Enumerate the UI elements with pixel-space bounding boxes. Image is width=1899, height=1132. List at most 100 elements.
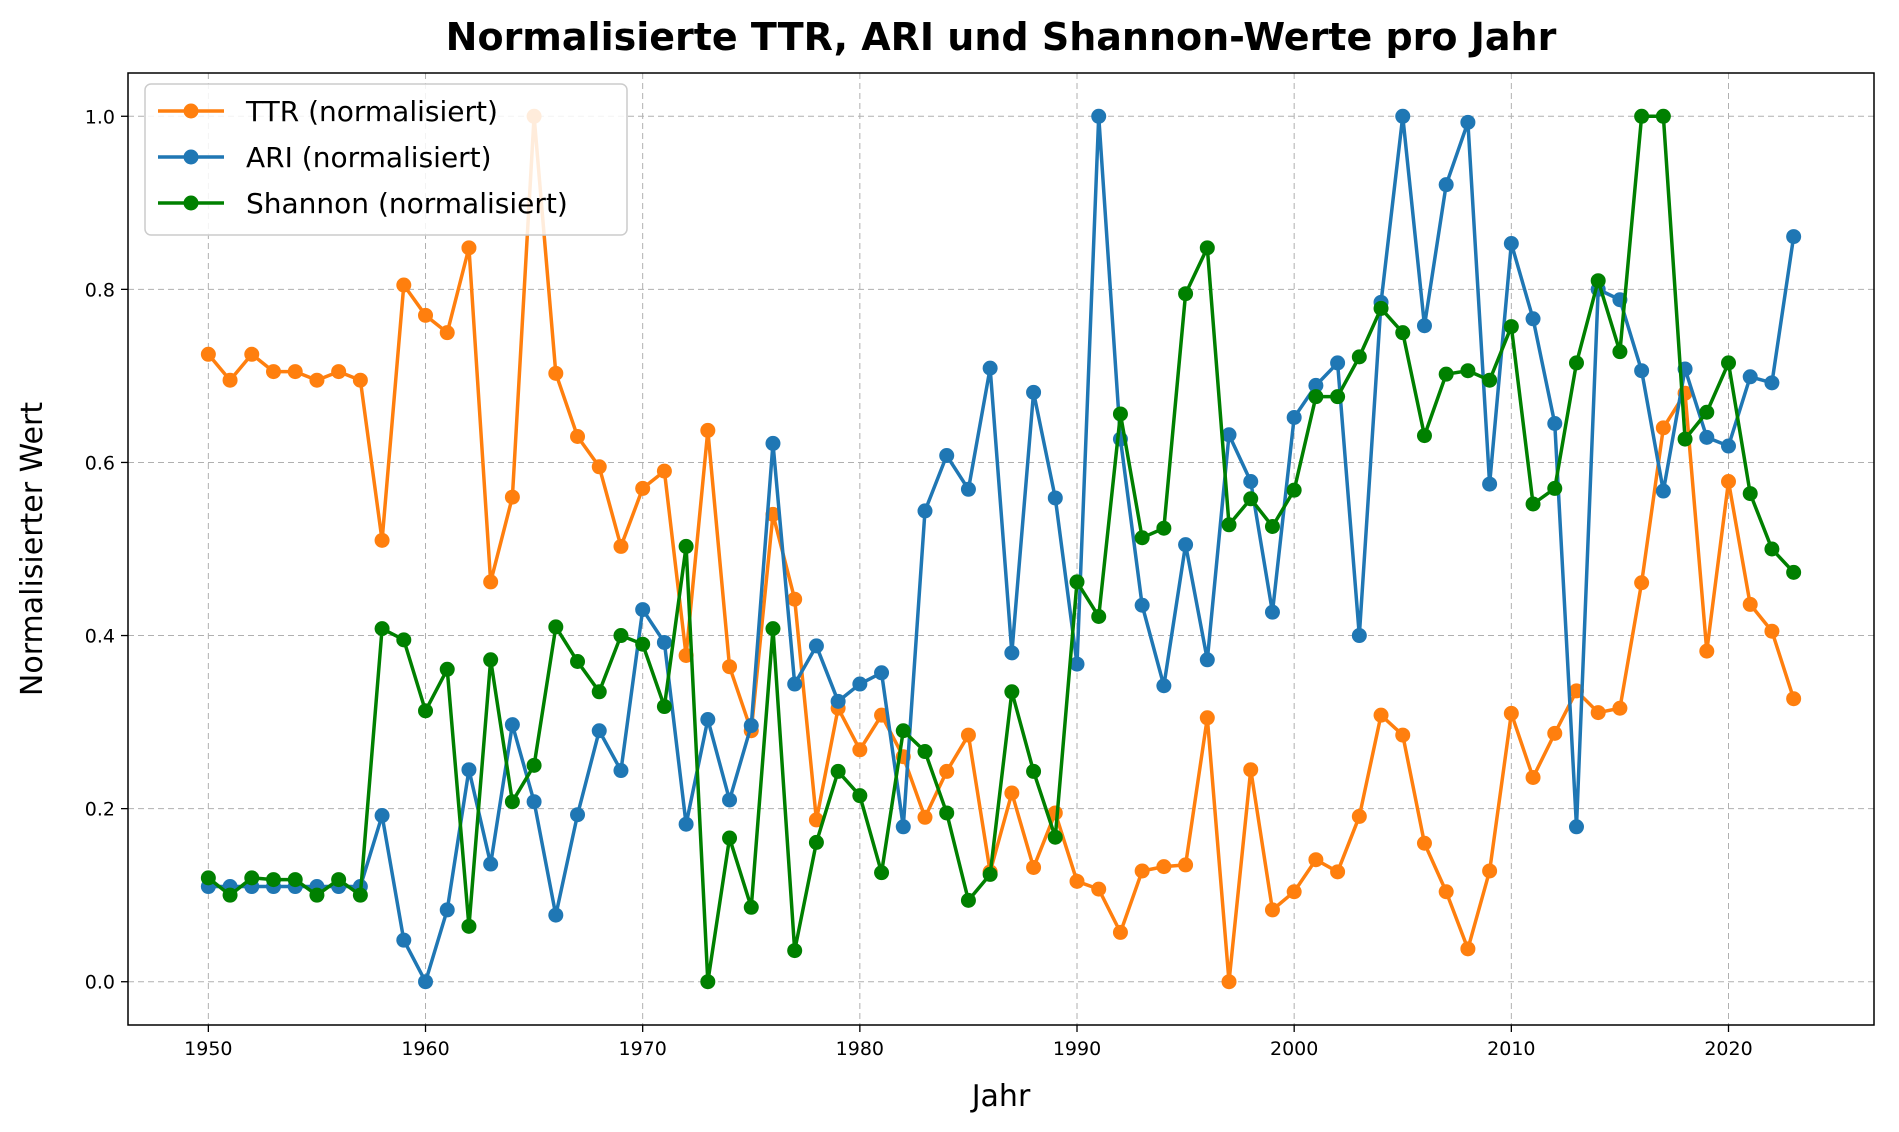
data-point — [1742, 369, 1758, 385]
data-point — [309, 887, 325, 903]
data-point — [808, 638, 824, 654]
data-point — [960, 892, 976, 908]
data-point — [1699, 643, 1715, 659]
data-point — [461, 918, 477, 934]
data-point — [939, 448, 955, 464]
data-point — [1590, 273, 1606, 289]
series-3 — [200, 108, 1802, 990]
data-point — [982, 360, 998, 376]
plot-frame — [127, 72, 1875, 1026]
series-line — [207, 114, 1795, 984]
data-point — [700, 974, 716, 990]
data-point — [700, 422, 716, 438]
data-point — [982, 866, 998, 882]
data-point — [1199, 710, 1215, 726]
data-point — [1721, 355, 1736, 371]
data-point — [266, 872, 281, 888]
data-point — [374, 621, 390, 637]
data-point — [787, 943, 803, 959]
data-point — [526, 757, 542, 773]
data-point — [1243, 762, 1259, 778]
data-point — [439, 325, 455, 341]
data-point — [1091, 108, 1107, 124]
data-point — [1721, 473, 1736, 489]
data-point — [1178, 857, 1194, 873]
data-point — [1503, 705, 1519, 721]
data-point — [1330, 355, 1346, 371]
x-axis-title: Jahr — [970, 1079, 1031, 1114]
data-point — [1525, 311, 1541, 327]
data-point — [591, 684, 607, 700]
data-point — [504, 717, 520, 733]
data-point — [1590, 705, 1606, 721]
data-point — [570, 654, 586, 670]
axis-ticks: 1950 1960 1970 1980 1990 2000 2010 2020 0.0 0.2 0.… — [85, 106, 1753, 1060]
data-point — [1699, 404, 1715, 420]
data-point — [1004, 684, 1020, 700]
data-point — [1330, 389, 1346, 405]
data-point — [1178, 286, 1194, 302]
data-point — [1264, 604, 1280, 620]
x-tick-label: 2000 — [1270, 1038, 1318, 1060]
data-point — [700, 711, 716, 727]
data-point — [939, 805, 955, 821]
data-point — [1503, 319, 1519, 335]
data-point — [309, 372, 325, 388]
data-point — [722, 792, 738, 808]
data-point — [418, 974, 434, 990]
data-point — [200, 346, 216, 362]
data-point — [960, 481, 976, 497]
data-point — [1525, 769, 1541, 785]
data-point — [1568, 355, 1584, 371]
data-point — [1655, 108, 1671, 124]
data-point — [548, 907, 564, 923]
data-point — [1416, 318, 1432, 334]
data-point — [656, 634, 672, 650]
data-point — [613, 763, 629, 779]
data-point — [222, 372, 238, 388]
data-point — [570, 807, 586, 823]
data-point — [787, 591, 803, 607]
data-point — [1655, 420, 1671, 436]
data-point — [1134, 597, 1150, 613]
data-point — [852, 788, 868, 804]
x-tick-label: 1970 — [618, 1038, 666, 1060]
data-point — [1634, 363, 1650, 379]
data-point — [1351, 808, 1367, 824]
data-point — [635, 480, 651, 496]
data-point — [1438, 884, 1454, 900]
data-point — [1264, 518, 1280, 534]
data-point — [396, 632, 412, 648]
data-point — [830, 763, 846, 779]
data-point — [1634, 575, 1650, 591]
data-point — [287, 364, 303, 380]
data-point — [1416, 428, 1432, 444]
data-point — [1047, 490, 1063, 506]
data-point — [591, 459, 607, 475]
data-point — [1351, 628, 1367, 644]
data-point — [743, 718, 759, 734]
data-point — [374, 532, 390, 548]
y-tick-label: 1.0 — [85, 106, 115, 128]
data-point — [548, 619, 564, 635]
data-point — [808, 834, 824, 850]
data-point — [1655, 483, 1671, 499]
data-point — [461, 240, 477, 256]
data-point — [418, 703, 434, 719]
data-point — [1286, 409, 1302, 425]
data-point — [917, 809, 933, 825]
data-point — [591, 723, 607, 739]
data-point — [1004, 645, 1020, 661]
x-tick-label: 1950 — [184, 1038, 232, 1060]
data-point — [1786, 564, 1802, 580]
x-tick-label: 1980 — [836, 1038, 884, 1060]
data-point — [1438, 366, 1454, 382]
x-tick-label: 1960 — [401, 1038, 449, 1060]
data-point — [374, 808, 390, 824]
data-point — [1026, 763, 1042, 779]
data-point — [1221, 974, 1237, 990]
data-point — [1612, 344, 1628, 360]
data-point — [960, 727, 976, 743]
data-point — [1069, 656, 1085, 672]
data-point — [1047, 829, 1063, 845]
